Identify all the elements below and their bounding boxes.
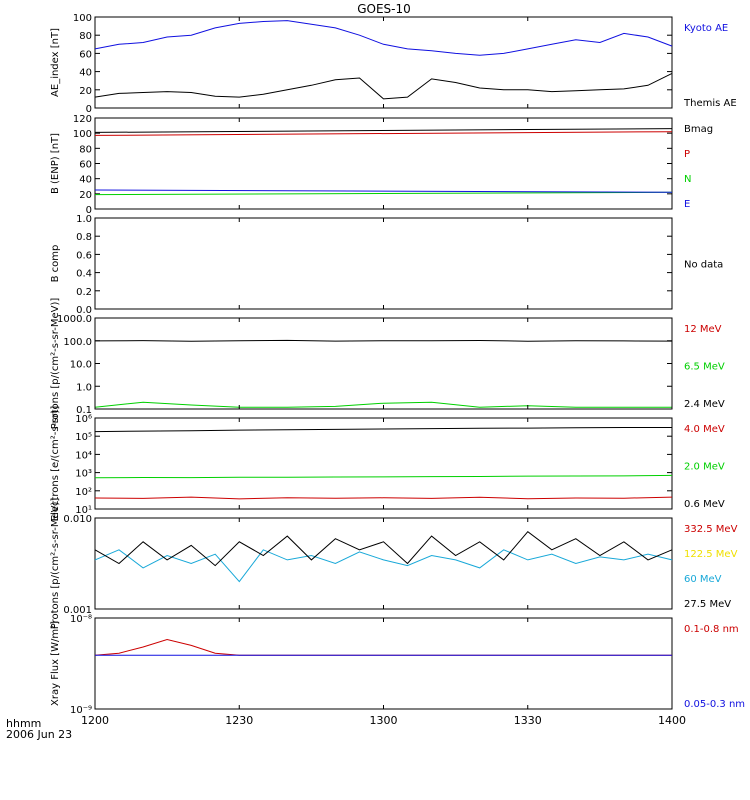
y-tick-label: 10⁻⁹ [70, 705, 92, 716]
legend-entry: 60 MeV [684, 574, 722, 585]
series-line-6-5-mev [94, 401, 672, 408]
y-tick-label: 40 [79, 175, 92, 186]
y-tick-label: 60 [79, 160, 92, 171]
y-tick-label: 10¹ [75, 505, 92, 516]
panels-group: 0 20 40 60 80 100 AE_index [nT] Kyoto AE Themis … [50, 13, 745, 716]
y-tick-label: 40 [79, 68, 92, 79]
panel-1: 0 20 40 60 80 100 120 B (ENP) [nT] Bmag P N E [50, 114, 713, 216]
legend-entry: 0.05-0.3 nm [684, 699, 745, 710]
series-line-bmag [94, 128, 673, 133]
y-tick-label: 0.4 [76, 269, 92, 280]
legend-entry: 332.5 MeV [684, 524, 738, 535]
y-tick-label: 80 [79, 144, 92, 155]
legend-entry: 12 MeV [684, 324, 722, 335]
series-line-kyoto-ae [94, 20, 673, 56]
x-tick-label: 1330 [514, 714, 542, 727]
legend-entry: N [684, 174, 691, 185]
time-axis: 1200 1230 1300 1330 1400 [81, 714, 686, 727]
y-tick-label: 1.0 [76, 214, 92, 225]
legend-entry: 0.6 MeV [684, 499, 725, 510]
y-tick-label: 100 [73, 129, 92, 140]
y-tick-label: 20 [79, 190, 92, 201]
y-tick-label: 0.1 [76, 405, 92, 416]
legend-entry: Bmag [684, 124, 713, 135]
x-tick-label: 1400 [658, 714, 686, 727]
panel-frame [94, 16, 673, 109]
y-tick-label: 0.001 [63, 605, 92, 616]
y-tick-label: 0.6 [76, 250, 92, 261]
y-tick-label: 0.0 [76, 305, 92, 316]
legend-entry: 122.5 MeV [684, 549, 738, 560]
panel-frame [94, 317, 673, 410]
x-tick-label: 1200 [81, 714, 109, 727]
legend-entry: 4.0 MeV [684, 424, 725, 435]
no-data-note: No data [684, 260, 723, 271]
x-tick-label: 1230 [225, 714, 253, 727]
series-line-2-4-mev [94, 339, 673, 342]
y-tick-label: 10⁶ [75, 414, 92, 425]
y-tick-label: 10³ [75, 469, 92, 480]
y-tick-label: 80 [79, 31, 92, 42]
y-tick-label: 10⁴ [75, 450, 92, 461]
y-axis-label: Protons [p/(cm²-s-sr-MeV)] [50, 298, 61, 430]
legend-entry: Kyoto AE [684, 23, 728, 34]
legend-entry: 27.5 MeV [684, 599, 731, 610]
y-tick-label: 0 [86, 104, 92, 115]
y-tick-label: 100 [73, 13, 92, 24]
figure-title: GOES-10 [357, 2, 411, 16]
y-tick-label: 120 [73, 114, 92, 125]
legend-entry: P [684, 149, 690, 160]
y-tick-label: 10⁵ [75, 432, 92, 443]
series-line-27-5-mev [94, 531, 673, 567]
y-tick-label: 0.2 [76, 287, 92, 298]
legend-entry: 6.5 MeV [684, 362, 725, 373]
y-tick-label: 1.0 [76, 382, 92, 393]
panel-0: 0 20 40 60 80 100 AE_index [nT] Kyoto AE Themis … [50, 13, 737, 115]
panel-frame [94, 217, 673, 310]
series-line-0-1-0-8-nm [94, 638, 672, 656]
y-tick-label: 1000.0 [57, 314, 92, 325]
series-line-60-mev [94, 549, 673, 583]
legend-entry: 2.0 MeV [684, 462, 725, 473]
y-tick-label: 60 [79, 49, 92, 60]
legend-entry: 0.1-0.8 nm [684, 624, 739, 635]
y-tick-label: 100.0 [63, 337, 92, 348]
y-axis-label: B comp [50, 245, 61, 283]
legend-entry: 2.4 MeV [684, 399, 725, 410]
series-line-4-0-mev [94, 496, 673, 500]
y-tick-label: 10⁻⁸ [70, 614, 92, 625]
y-axis-label: AE_index [nT] [50, 28, 61, 97]
panel-4: 10¹ 10² 10³ 10⁴ 10⁵ 10⁶ Electrons [e/(cm²-s-sr… [50, 406, 725, 522]
y-tick-label: 10² [75, 487, 92, 498]
panel-2: 0.0 0.2 0.4 0.6 0.8 1.0 B comp No data [50, 214, 723, 316]
footer-date: 2006 Jun 23 [6, 728, 72, 741]
y-axis-label: Protons [p/(cm²-s-sr-MeV)] [50, 498, 61, 630]
legend-entry: E [684, 199, 690, 210]
y-axis-label: Xray Flux [W/m²] [50, 621, 61, 706]
series-line-e [94, 189, 673, 193]
y-tick-label: 0 [86, 205, 92, 216]
y-axis-label: B (ENP) [nT] [50, 133, 61, 194]
series-line-themis-ae [94, 72, 673, 100]
y-tick-label: 10.0 [70, 360, 92, 371]
series-line-p [94, 131, 673, 136]
footer-hhmm: hhmm [6, 717, 41, 730]
panel-frame [94, 517, 673, 610]
y-axis-label: Electrons [e/(cm²-s-sr)] [50, 406, 61, 522]
y-tick-label: 20 [79, 86, 92, 97]
y-tick-label: 0.8 [76, 232, 92, 243]
series-line-0-6-mev [94, 427, 672, 433]
panel-frame [94, 617, 673, 710]
series-line-2-0-mev [94, 474, 673, 479]
x-tick-label: 1300 [370, 714, 398, 727]
panel-6: 10⁻⁹ 10⁻⁸ Xray Flux [W/m²] 0.1-0.8 nm 0.05-0… [50, 614, 745, 716]
panel-frame [94, 417, 673, 510]
series-line-n [94, 191, 673, 196]
legend-entry: Themis AE [683, 98, 737, 109]
y-tick-label: 0.010 [63, 514, 92, 525]
